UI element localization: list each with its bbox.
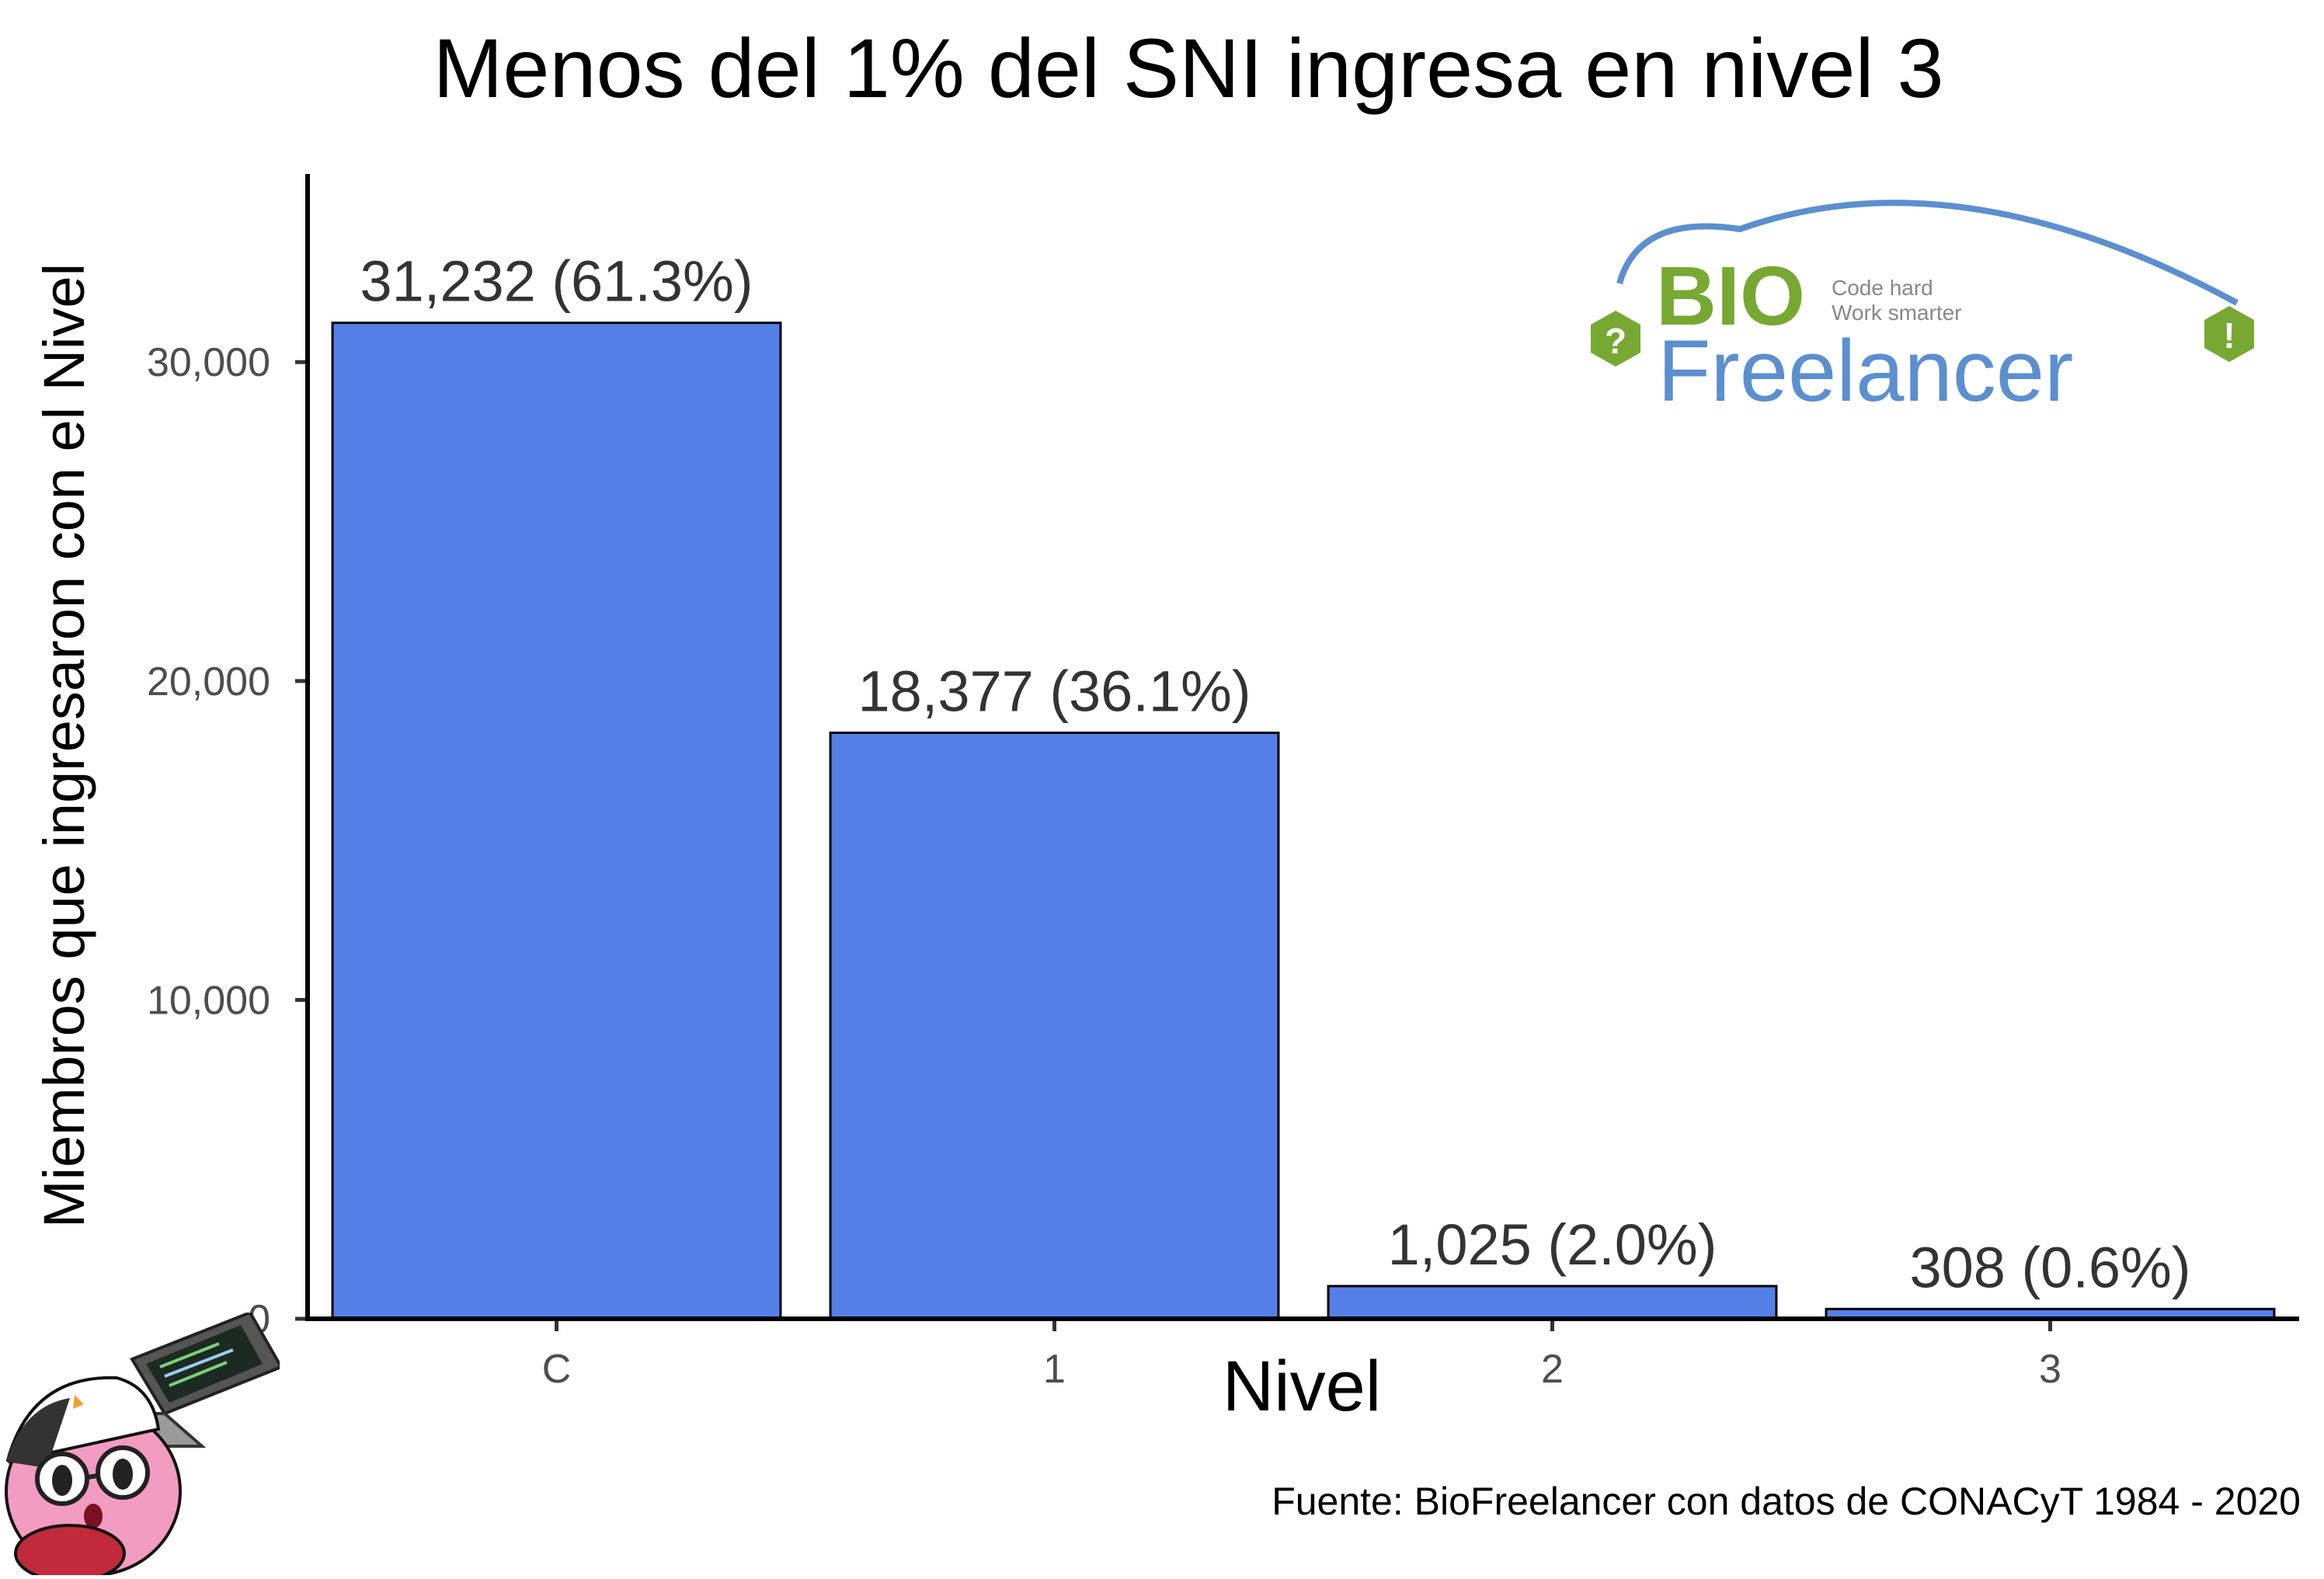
y-tick-label: 20,000 [147,659,270,704]
x-tick-label: 1 [1043,1347,1066,1392]
bar-data-label: 308 (0.6%) [1910,1235,2191,1299]
x-tick-label: 2 [1541,1347,1564,1392]
exclamation-badge: ! [2223,315,2235,356]
bar-data-label: 1,025 (2.0%) [1388,1212,1717,1277]
bar-data-label: 18,377 (36.1%) [858,659,1251,723]
x-tick-label: C [542,1347,572,1392]
y-axis-label: Miembros que ingresaron con el Nivel [32,263,96,1228]
biofreelancer-logo: ? ! BIO Code hard Work smarter Freelance… [1585,186,2276,419]
bar [331,322,782,1320]
x-tick-label: 3 [2039,1347,2061,1392]
bar-data-label: 31,232 (61.3%) [360,249,753,314]
chart-title: Menos del 1% del SNI ingresa en nivel 3 [433,21,1943,115]
kirby-with-laptop-icon [0,1310,284,1579]
bar [829,731,1280,1320]
logo-freelancer: Freelancer [1658,322,2073,419]
x-axis-label: Nivel [1223,1347,1381,1426]
question-badge: ? [1605,321,1626,361]
logo-tagline-1: Code hard [1832,276,1933,300]
source-caption: Fuente: BioFreelancer con datos de CONAC… [1272,1480,2301,1523]
logo-bio: BIO [1656,249,1805,343]
question-hexagon-icon [1591,311,1640,367]
logo-tagline-2: Work smarter [1832,301,1962,325]
y-tick-label: 10,000 [147,978,270,1023]
bar [1327,1285,1778,1320]
y-tick-label: 30,000 [147,340,270,385]
exclamation-hexagon-icon [2204,306,2254,362]
logo-arc-icon [1616,200,2239,306]
